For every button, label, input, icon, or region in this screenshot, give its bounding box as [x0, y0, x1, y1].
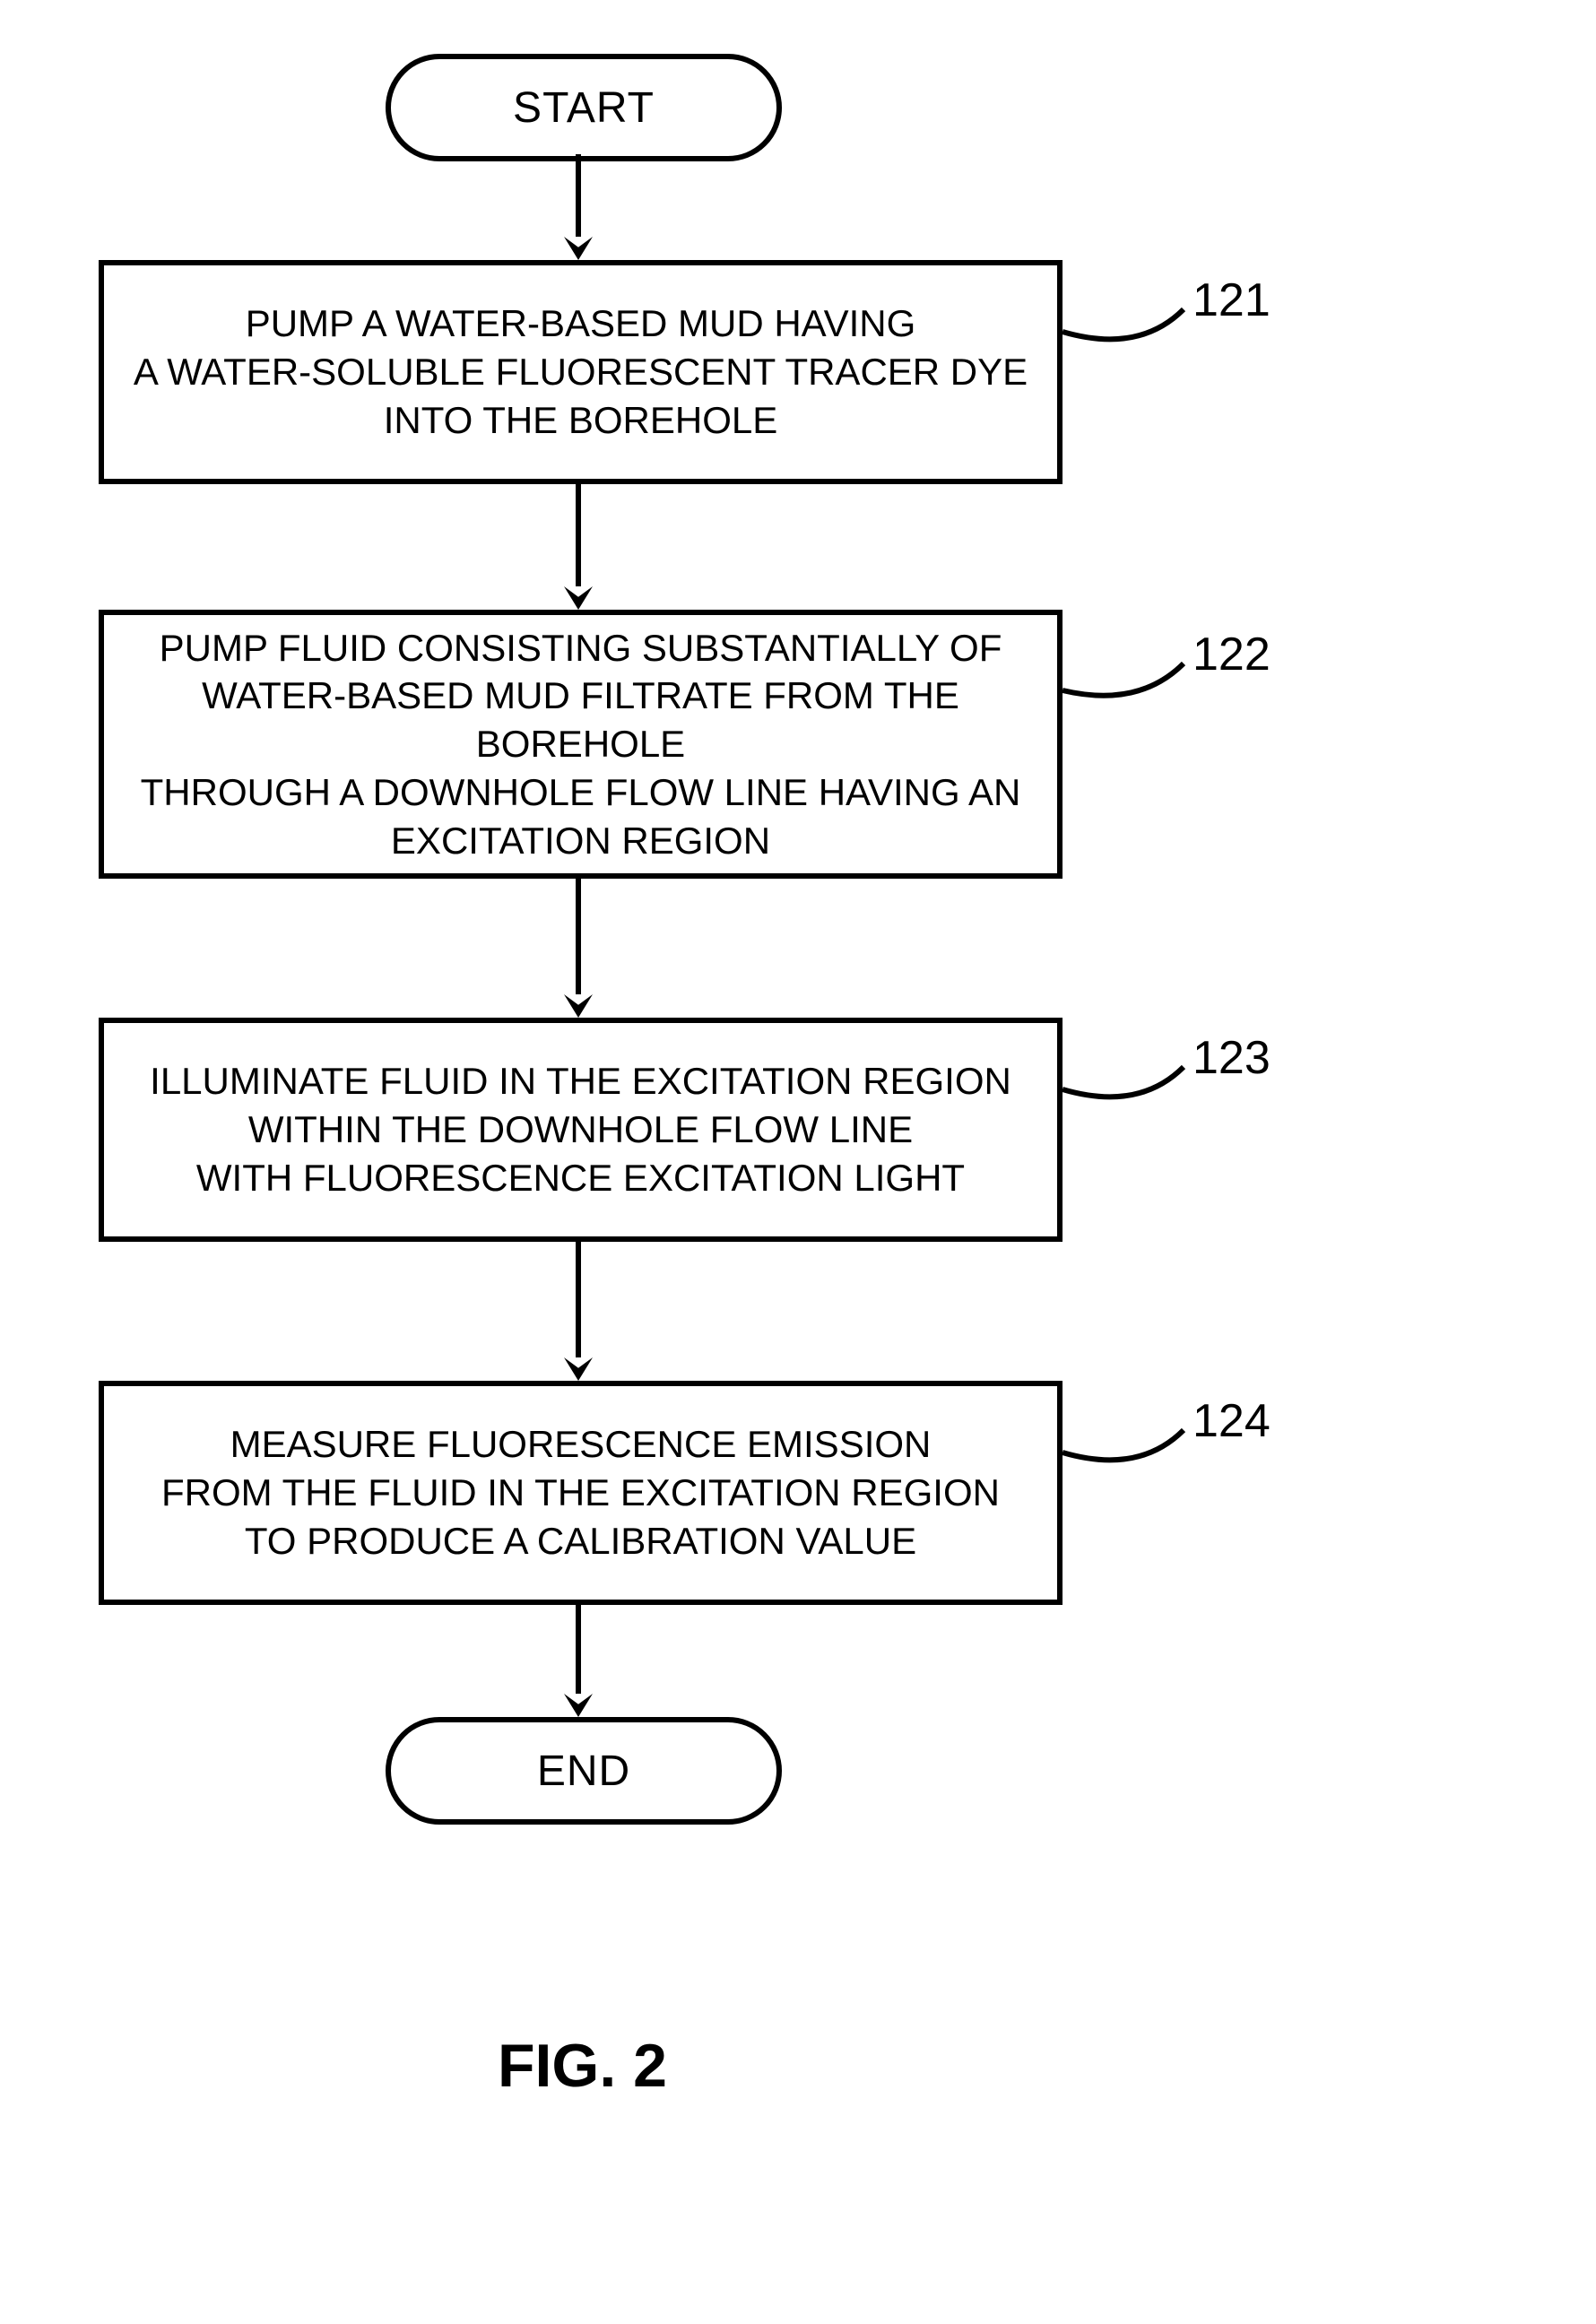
ref-label-123: 123 [1193, 1031, 1271, 1085]
figure-label: FIG. 2 [498, 2031, 667, 2101]
process-step-1: PUMP A WATER-BASED MUD HAVING A WATER-SO… [99, 260, 1063, 484]
terminal-start-label: START [513, 83, 655, 133]
ref-leaders-group [1063, 309, 1184, 1460]
process-step-1-text: PUMP A WATER-BASED MUD HAVING A WATER-SO… [134, 299, 1028, 444]
ref-label-121: 121 [1193, 273, 1271, 327]
ref-label-122: 122 [1193, 628, 1271, 681]
ref-label-124: 124 [1193, 1394, 1271, 1448]
terminal-end: END [386, 1717, 782, 1825]
terminal-start: START [386, 54, 782, 161]
process-step-3: ILLUMINATE FLUID IN THE EXCITATION REGIO… [99, 1018, 1063, 1242]
process-step-2-text: PUMP FLUID CONSISTING SUBSTANTIALLY OF W… [131, 624, 1030, 865]
process-step-4-text: MEASURE FLUORESCENCE EMISSION FROM THE F… [161, 1420, 1000, 1565]
process-step-2: PUMP FLUID CONSISTING SUBSTANTIALLY OF W… [99, 610, 1063, 879]
process-step-3-text: ILLUMINATE FLUID IN THE EXCITATION REGIO… [150, 1057, 1011, 1201]
flowchart-canvas: START PUMP A WATER-BASED MUD HAVING A WA… [0, 0, 1596, 2324]
terminal-end-label: END [537, 1747, 630, 1796]
process-step-4: MEASURE FLUORESCENCE EMISSION FROM THE F… [99, 1381, 1063, 1605]
